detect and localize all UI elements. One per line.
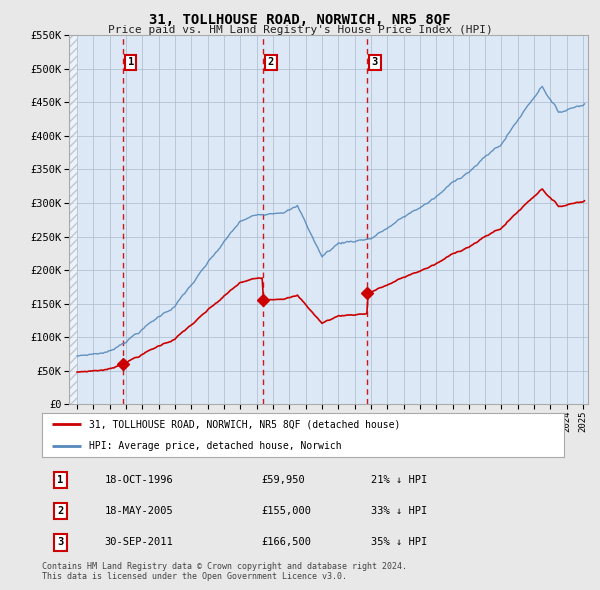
Text: Contains HM Land Registry data © Crown copyright and database right 2024.
This d: Contains HM Land Registry data © Crown c… — [42, 562, 407, 581]
Text: HPI: Average price, detached house, Norwich: HPI: Average price, detached house, Norw… — [89, 441, 341, 451]
Text: 3: 3 — [57, 537, 64, 548]
Text: 3: 3 — [372, 57, 378, 67]
Text: Price paid vs. HM Land Registry's House Price Index (HPI): Price paid vs. HM Land Registry's House … — [107, 25, 493, 35]
Text: £166,500: £166,500 — [261, 537, 311, 548]
Text: 31, TOLLHOUSE ROAD, NORWICH, NR5 8QF (detached house): 31, TOLLHOUSE ROAD, NORWICH, NR5 8QF (de… — [89, 419, 400, 429]
Text: 31, TOLLHOUSE ROAD, NORWICH, NR5 8QF: 31, TOLLHOUSE ROAD, NORWICH, NR5 8QF — [149, 13, 451, 27]
Text: £59,950: £59,950 — [261, 475, 305, 485]
Text: 18-OCT-1996: 18-OCT-1996 — [104, 475, 173, 485]
Text: 18-MAY-2005: 18-MAY-2005 — [104, 506, 173, 516]
Text: £155,000: £155,000 — [261, 506, 311, 516]
Text: 1: 1 — [128, 57, 134, 67]
Bar — [69, 35, 77, 404]
Text: 21% ↓ HPI: 21% ↓ HPI — [371, 475, 427, 485]
Text: 33% ↓ HPI: 33% ↓ HPI — [371, 506, 427, 516]
Text: 2: 2 — [268, 57, 274, 67]
Text: 30-SEP-2011: 30-SEP-2011 — [104, 537, 173, 548]
Text: 35% ↓ HPI: 35% ↓ HPI — [371, 537, 427, 548]
Text: 2: 2 — [57, 506, 64, 516]
Text: 1: 1 — [57, 475, 64, 485]
